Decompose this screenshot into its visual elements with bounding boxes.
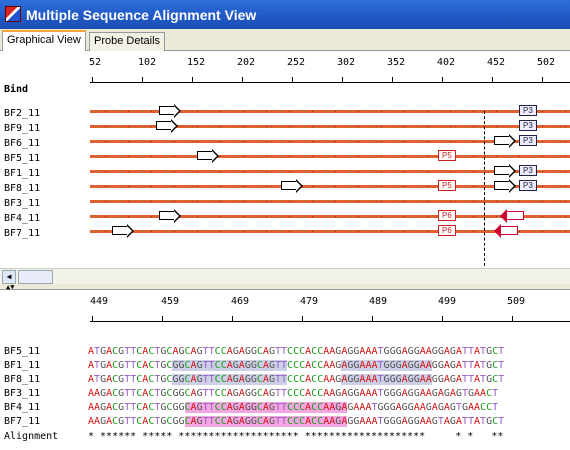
ruler-tick-label: 502 — [537, 57, 556, 68]
probe-arrow-icon[interactable] — [156, 119, 178, 133]
track-label: BF5_11 — [4, 153, 41, 164]
graphical-view-panel: 52 102 152 202 252 302 352 402 452 502 B… — [0, 51, 570, 268]
ruler-tick-label: 202 — [237, 57, 256, 68]
sequence-track[interactable] — [90, 185, 570, 188]
sequence-row: BF8_11 ATGACGTTCACTGCGGCAGTTCCAGAGGCAGTT… — [0, 374, 504, 388]
sequence-tick-label: 509 — [507, 296, 526, 307]
sequence-view-panel: 449 459 469 479 489 499 509 BF5_11 ATGAC… — [0, 290, 570, 450]
track-label: BF3_11 — [4, 198, 41, 209]
sequence-row: BF7_11 AAGACGTTCACTGCGGCAGTTCCAGAGGCAGTT… — [0, 416, 504, 430]
tab-strip: Graphical View Probe Details — [0, 29, 570, 51]
sequence-track[interactable] — [90, 200, 570, 203]
sequence-label: BF7_11 — [4, 416, 41, 427]
reverse-probe-arrow-icon[interactable] — [500, 209, 524, 223]
alignment-label: Alignment — [4, 431, 59, 442]
sequence-tick-label: 449 — [90, 296, 109, 307]
probe-marker-p3[interactable]: P3 — [519, 180, 537, 191]
alignment-consensus: * ****** ***** ******************** ****… — [88, 431, 504, 442]
window-titlebar: Multiple Sequence Alignment View — [0, 0, 570, 29]
sequence-row: BF1_11 ATGACGTTCACTGCGGCAGTTCCAGAGGCAGTT… — [0, 360, 504, 374]
probe-marker-p6[interactable]: P6 — [438, 225, 456, 236]
sequence-label: BF1_11 — [4, 360, 41, 371]
sequence-label: BF3_11 — [4, 388, 41, 399]
sequence-text[interactable]: AAGACGTTCACTGCGGCAGTTCCAGAGGCAGTTCCCACCA… — [88, 402, 499, 413]
track-label: BF9_11 — [4, 123, 41, 134]
scroll-thumb[interactable] — [18, 270, 53, 284]
tab-graphical-view[interactable]: Graphical View — [2, 30, 86, 51]
position-guide-line — [484, 111, 485, 266]
sequence-track[interactable] — [90, 155, 570, 158]
ruler-tick-label: 252 — [287, 57, 306, 68]
sequence-tick-label: 459 — [161, 296, 180, 307]
track-label: BF4_11 — [4, 213, 41, 224]
panel-splitter[interactable]: ▲▼ — [0, 283, 570, 291]
sequence-tick-label: 469 — [231, 296, 250, 307]
probe-arrow-icon[interactable] — [494, 179, 516, 193]
probe-marker-p3[interactable]: P3 — [519, 120, 537, 131]
sequence-track[interactable] — [90, 140, 570, 143]
sequence-row: BF5_11 ATGACGTTCACTGCAGCAGTTCCAGAGGCAGTT… — [0, 346, 504, 360]
sequence-label: BF8_11 — [4, 374, 41, 385]
sequence-track[interactable] — [90, 230, 570, 233]
ruler-tick-label: 452 — [487, 57, 506, 68]
ruler-tick-label: 402 — [437, 57, 456, 68]
probe-arrow-icon[interactable] — [494, 134, 516, 148]
sequence-text[interactable]: AAGACGTTCACTGCGGCAGTTCCAGAGGCAGTTCCCACCA… — [88, 416, 505, 427]
alignment-row: Alignment * ****** ***** ***************… — [0, 431, 503, 445]
probe-marker-p3[interactable]: P3 — [519, 135, 537, 146]
probe-arrow-icon[interactable] — [281, 179, 303, 193]
window-title: Multiple Sequence Alignment View — [26, 6, 257, 23]
track-label: BF6_11 — [4, 138, 41, 149]
probe-arrow-icon[interactable] — [159, 104, 181, 118]
probe-arrow-icon[interactable] — [112, 224, 134, 238]
sequence-track[interactable] — [90, 125, 570, 128]
track-label: BF1_11 — [4, 168, 41, 179]
probe-marker-p6[interactable]: P6 — [438, 210, 456, 221]
scroll-left-icon[interactable]: ◀ — [2, 270, 16, 284]
probe-marker-p3[interactable]: P3 — [519, 105, 537, 116]
probe-arrow-icon[interactable] — [159, 209, 181, 223]
sequence-label: BF4_11 — [4, 402, 41, 413]
sequence-track[interactable] — [90, 170, 570, 173]
sequence-label: BF5_11 — [4, 346, 41, 357]
probe-arrow-icon[interactable] — [197, 149, 219, 163]
sequence-text[interactable]: AAGACGTTCACTGCGGCAGTTCCAGAGGCAGTTCCCACCA… — [88, 388, 499, 399]
sequence-tick-label: 479 — [300, 296, 319, 307]
sequence-row: BF4_11 AAGACGTTCACTGCGGCAGTTCCAGAGGCAGTT… — [0, 402, 498, 416]
ruler-tick-label: 152 — [187, 57, 206, 68]
app-icon — [5, 6, 21, 22]
splitter-grip-icon[interactable]: ▲▼ — [6, 283, 15, 291]
probe-marker-p5[interactable]: P5 — [438, 180, 456, 191]
sequence-row: BF3_11 AAGACGTTCACTGCGGCAGTTCCAGAGGCAGTT… — [0, 388, 498, 402]
probe-marker-p3[interactable]: P3 — [519, 165, 537, 176]
sequence-text[interactable]: ATGACGTTCACTGCGGCAGTTCCAGAGGCAGTTCCCACCA… — [88, 360, 505, 371]
sequence-track[interactable] — [90, 110, 570, 113]
probe-arrow-icon[interactable] — [494, 164, 516, 178]
bind-label: Bind — [4, 84, 29, 95]
track-label: BF2_11 — [4, 108, 41, 119]
ruler-tick-label: 302 — [337, 57, 356, 68]
reverse-probe-arrow-icon[interactable] — [494, 224, 518, 238]
ruler-tick-label: 352 — [387, 57, 406, 68]
graphical-ruler — [90, 77, 570, 83]
ruler-tick-label: 52 — [89, 57, 102, 68]
sequence-ruler — [90, 316, 570, 322]
track-label: BF7_11 — [4, 228, 41, 239]
probe-marker-p5[interactable]: P5 — [438, 150, 456, 161]
sequence-text[interactable]: ATGACGTTCACTGCGGCAGTTCCAGAGGCAGTTCCCACCA… — [88, 374, 505, 385]
sequence-tick-label: 489 — [369, 296, 388, 307]
horizontal-scrollbar[interactable]: ◀ — [0, 268, 570, 284]
ruler-tick-label: 102 — [138, 57, 157, 68]
tab-probe-details[interactable]: Probe Details — [89, 32, 166, 51]
sequence-tick-label: 499 — [438, 296, 457, 307]
track-label: BF8_11 — [4, 183, 41, 194]
sequence-text[interactable]: ATGACGTTCACTGCAGCAGTTCCAGAGGCAGTTCCCACCA… — [88, 346, 505, 357]
sequence-track[interactable] — [90, 215, 570, 218]
